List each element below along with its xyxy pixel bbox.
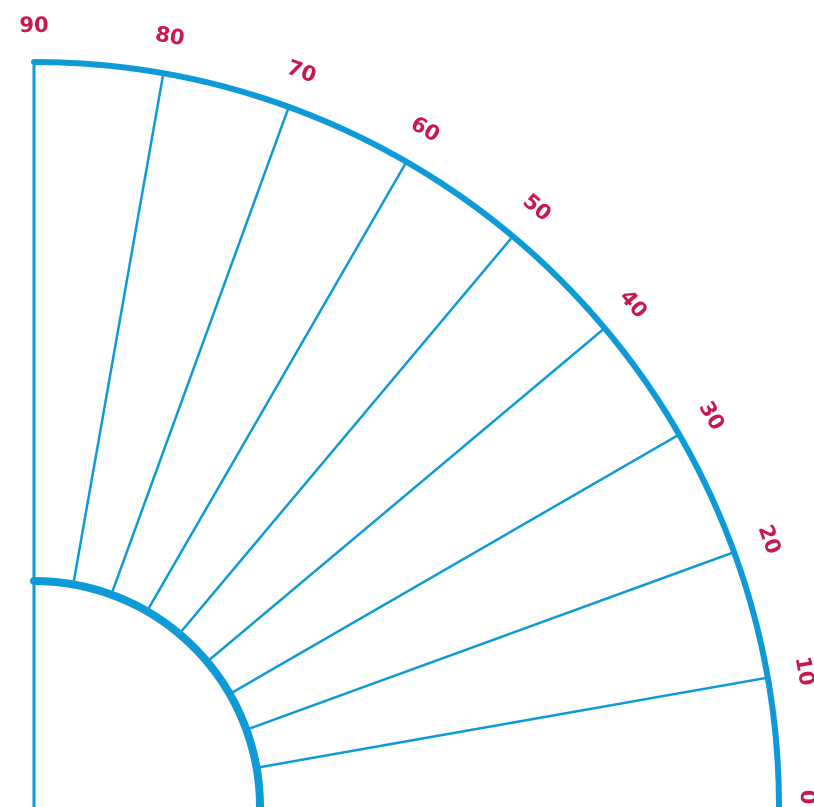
- degree-label-70: 70: [284, 55, 320, 88]
- inner-arc: [30, 577, 264, 807]
- outer-arc: [31, 59, 782, 807]
- protractor-rays: [71, 72, 769, 770]
- degree-label-90: 90: [19, 13, 48, 37]
- ray-30: [228, 433, 681, 696]
- degree-label-20: 20: [754, 521, 787, 557]
- ray-40: [205, 326, 606, 663]
- degree-label-0: 0: [796, 790, 814, 805]
- degree-labels: 0 10 20 30 40 50 60 70 80 90: [19, 13, 814, 804]
- ray-20: [245, 550, 736, 731]
- ray-10: [255, 676, 769, 770]
- degree-label-80: 80: [153, 22, 186, 51]
- ray-50: [178, 235, 515, 636]
- degree-label-40: 40: [615, 285, 652, 323]
- degree-label-10: 10: [791, 655, 814, 688]
- degree-label-30: 30: [694, 397, 729, 434]
- degree-label-60: 60: [407, 111, 444, 146]
- ray-80: [71, 72, 165, 586]
- degree-label-50: 50: [518, 189, 556, 226]
- ray-60: [145, 160, 408, 613]
- ray-70: [110, 105, 291, 596]
